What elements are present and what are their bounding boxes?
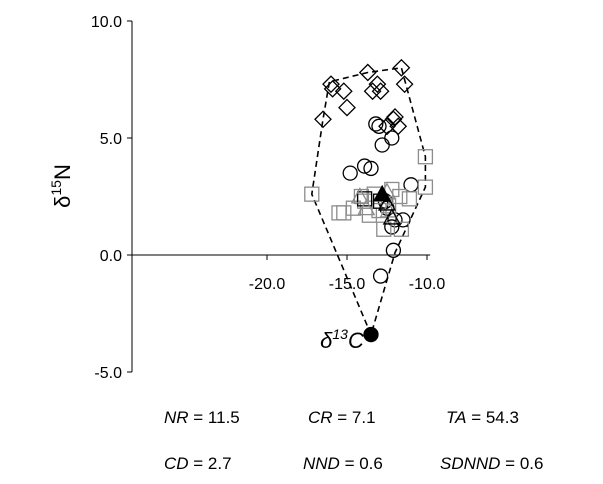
diamond-point <box>322 75 340 94</box>
x-axis-label: δ13C <box>320 326 364 353</box>
filled-triangle-point <box>373 184 392 202</box>
diamond-point <box>358 63 377 82</box>
circle-point <box>371 118 387 134</box>
triangle-point <box>357 198 376 216</box>
y-axis-label: δ15N <box>48 164 75 208</box>
diamond-point <box>338 98 356 117</box>
circle-point <box>395 212 411 228</box>
square-point <box>304 186 320 202</box>
y-tick-label: 0.0 <box>100 248 122 265</box>
diamond-point <box>323 79 342 98</box>
diamond-point <box>363 82 382 101</box>
square-point <box>393 221 410 237</box>
data-points <box>304 58 434 343</box>
diamond-point <box>334 82 353 101</box>
circle-point <box>363 160 379 177</box>
square-point <box>392 188 408 205</box>
filled-circle-point <box>363 326 379 343</box>
square-point <box>417 149 434 165</box>
x-tick-label: -10.0 <box>409 276 446 293</box>
x-tick-label: -15.0 <box>329 276 366 293</box>
x-tick-label: -20.0 <box>249 276 286 293</box>
circle-point <box>372 268 389 284</box>
square-point <box>376 221 392 237</box>
triangle-point <box>377 194 397 211</box>
diamond-point <box>368 75 387 94</box>
circle-point <box>356 158 373 174</box>
triangle-point <box>350 187 369 204</box>
diamond-point <box>392 58 411 77</box>
diamond-point <box>314 110 332 129</box>
hull-outline <box>310 66 427 335</box>
triangle-point <box>382 208 401 225</box>
diamond-point <box>371 82 390 101</box>
square-point <box>401 191 418 207</box>
y-tick-label: 10.0 <box>91 14 122 31</box>
axes: 10.0 5.0 0.0 -5.0 -20.0 -15.0 -10.0 <box>91 14 445 382</box>
diamond-point <box>395 75 414 94</box>
square-point <box>331 205 347 221</box>
circle-point <box>384 130 400 146</box>
circle-point <box>374 137 390 153</box>
circle-point <box>384 219 400 235</box>
diamond-point <box>386 108 404 126</box>
circle-point <box>385 242 402 258</box>
circle-point <box>342 165 358 181</box>
y-tick-label: 5.0 <box>100 131 122 148</box>
square-point <box>356 191 373 207</box>
convex-hull <box>310 66 427 335</box>
square-point <box>336 205 352 221</box>
circle-point <box>368 116 384 132</box>
y-tick-label: -5.0 <box>94 365 122 382</box>
square-point <box>417 179 434 195</box>
